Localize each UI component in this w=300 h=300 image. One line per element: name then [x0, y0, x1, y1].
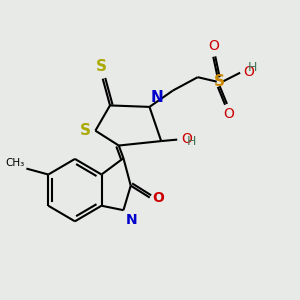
- Text: O: O: [153, 190, 165, 205]
- Text: O: O: [208, 39, 219, 53]
- Text: O: O: [243, 65, 254, 79]
- Text: N: N: [126, 213, 137, 226]
- Text: CH₃: CH₃: [5, 158, 24, 168]
- Text: O: O: [223, 107, 234, 122]
- Text: N: N: [151, 89, 164, 104]
- Text: O: O: [182, 132, 193, 146]
- Text: H: H: [248, 61, 257, 74]
- Text: H: H: [187, 136, 196, 148]
- Text: S: S: [80, 123, 91, 138]
- Text: S: S: [214, 74, 225, 89]
- Text: S: S: [96, 59, 107, 74]
